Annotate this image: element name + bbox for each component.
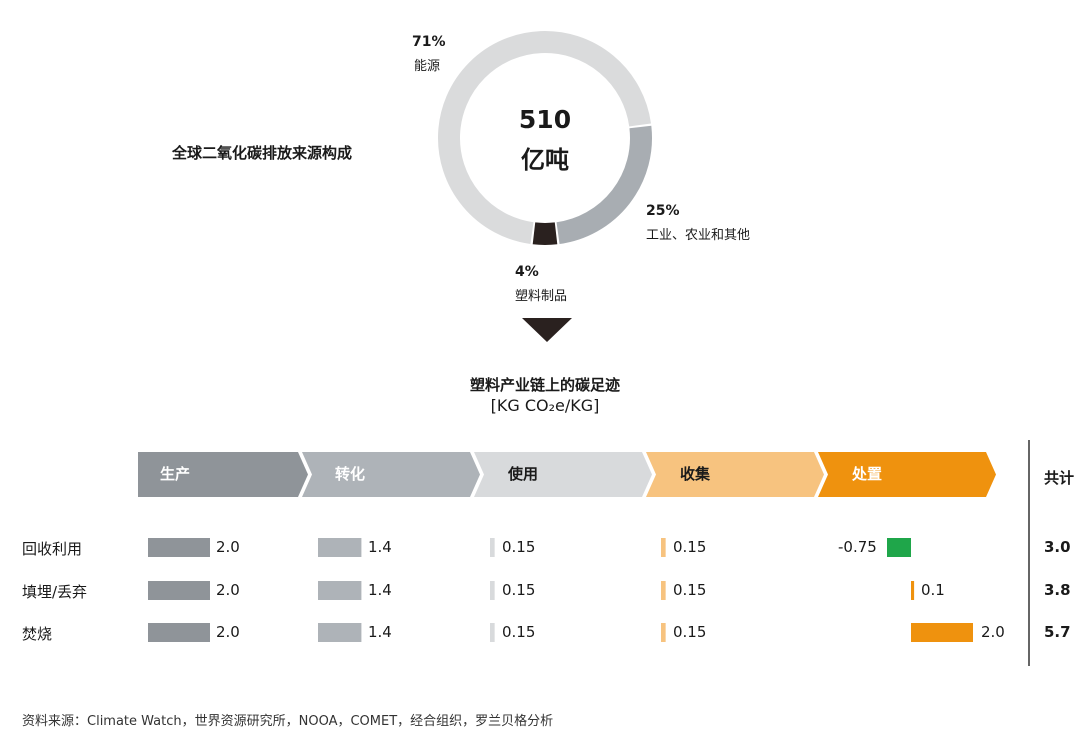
bar-recycling-conversion	[318, 538, 362, 557]
segment-energy-pct: 71%	[412, 34, 446, 50]
value-recycling-conversion: 1.4	[368, 538, 392, 556]
value-incineration-disposal: 2.0	[981, 623, 1005, 641]
stage-label-conversion: 转化	[335, 465, 366, 483]
donut-chart	[438, 31, 652, 245]
segment-industry-pct: 25%	[646, 203, 680, 219]
bar-landfill-disposal	[911, 581, 915, 600]
total-landfill: 3.8	[1044, 581, 1071, 599]
bar-recycling-production	[148, 538, 210, 557]
bar-incineration-collection	[661, 623, 666, 642]
total-header: 共计	[1044, 469, 1075, 487]
donut-center-value: 510	[518, 105, 572, 134]
value-incineration-production: 2.0	[216, 623, 240, 641]
value-incineration-use: 0.15	[502, 623, 536, 641]
footprint-bars	[148, 538, 973, 642]
value-landfill-disposal: 0.1	[921, 581, 945, 599]
row-label-incineration: 焚烧	[22, 625, 53, 643]
donut-slice-plastic	[532, 222, 558, 245]
bar-landfill-collection	[661, 581, 666, 600]
value-landfill-production: 2.0	[216, 581, 240, 599]
value-landfill-conversion: 1.4	[368, 581, 392, 599]
donut-slice-energy	[438, 31, 652, 245]
stage-label-disposal: 处置	[852, 465, 883, 483]
bar-recycling-collection	[661, 538, 666, 557]
segment-plastic-label: 塑料制品	[515, 289, 568, 304]
bar-landfill-use	[490, 581, 495, 600]
row-label-landfill: 填埋/丢弃	[22, 583, 88, 601]
value-incineration-collection: 0.15	[673, 623, 707, 641]
value-recycling-collection: 0.15	[673, 538, 707, 556]
value-landfill-use: 0.15	[502, 581, 536, 599]
value-recycling-production: 2.0	[216, 538, 240, 556]
bar-incineration-disposal	[911, 623, 973, 642]
stage-arrows	[138, 452, 996, 497]
stage-label-production: 生产	[160, 465, 191, 483]
value-recycling-disposal: -0.75	[838, 538, 877, 556]
stage-arrow-disposal	[818, 452, 996, 497]
bar-incineration-conversion	[318, 623, 362, 642]
bar-incineration-use	[490, 623, 495, 642]
segment-plastic-pct: 4%	[515, 264, 539, 280]
source-note: 资料来源：Climate Watch，世界资源研究所，NOOA，COMET，经合…	[22, 714, 554, 729]
footprint-unit: [KG CO₂e/KG]	[490, 396, 600, 415]
bar-landfill-conversion	[318, 581, 362, 600]
bar-recycling-use	[490, 538, 495, 557]
segment-industry-label: 工业、农业和其他	[646, 228, 751, 243]
segment-energy-label: 能源	[414, 59, 441, 74]
bar-recycling-disposal	[887, 538, 911, 557]
donut-center-unit: 亿吨	[521, 146, 569, 174]
bar-incineration-production	[148, 623, 210, 642]
stage-label-use: 使用	[508, 465, 539, 483]
stage-arrow-use	[474, 452, 652, 497]
value-landfill-collection: 0.15	[673, 581, 707, 599]
total-recycling: 3.0	[1044, 538, 1071, 556]
row-label-recycling: 回收利用	[22, 540, 83, 558]
value-recycling-use: 0.15	[502, 538, 536, 556]
down-arrow-icon	[522, 318, 572, 342]
footprint-title: 塑料产业链上的碳足迹	[469, 376, 620, 394]
donut-slice-industry	[556, 125, 652, 245]
bar-landfill-production	[148, 581, 210, 600]
stage-arrow-collection	[646, 452, 824, 497]
value-incineration-conversion: 1.4	[368, 623, 392, 641]
donut-title: 全球二氧化碳排放来源构成	[172, 144, 353, 162]
total-incineration: 5.7	[1044, 623, 1071, 641]
stage-arrow-conversion	[302, 452, 480, 497]
stage-arrow-production	[138, 452, 308, 497]
stage-label-collection: 收集	[680, 465, 711, 483]
